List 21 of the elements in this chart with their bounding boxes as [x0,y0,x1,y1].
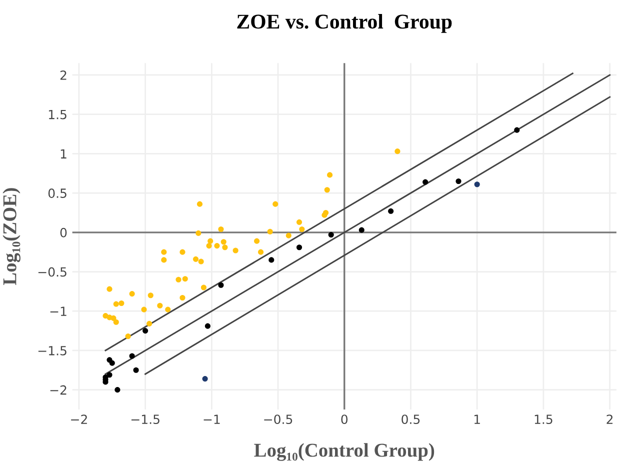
y-tick-label: 2 [60,70,66,80]
x-tick-label: 1 [474,414,480,424]
y-tick-label: −1 [50,306,66,316]
y-tick-label: 1.5 [48,110,66,120]
x-tick-label: −0.5 [264,414,292,424]
y-tick-label: −0.5 [38,267,66,277]
x-tick-label: 2 [606,414,613,424]
x-axis-title: Log₁₀(Control Group) [254,443,434,461]
x-tick-label: 0 [341,414,348,424]
x-tick-label: −1 [204,414,220,424]
x-tick-label: −2 [71,414,87,424]
y-tick-label: 0 [60,228,67,238]
x-tick-label: −1.5 [131,414,160,424]
y-tick-label: −2 [50,385,66,395]
y-tick-label: −1.5 [38,346,66,356]
x-tick-label: 0.5 [402,414,420,424]
y-tick-label: 1 [60,149,66,158]
y-axis-title: Log₁₀(ZOE) [2,188,20,286]
x-tick-label: 1.5 [534,414,552,424]
chart-title: ZOE vs. Control Group [237,14,452,33]
y-tick-label: 0.5 [48,188,66,198]
